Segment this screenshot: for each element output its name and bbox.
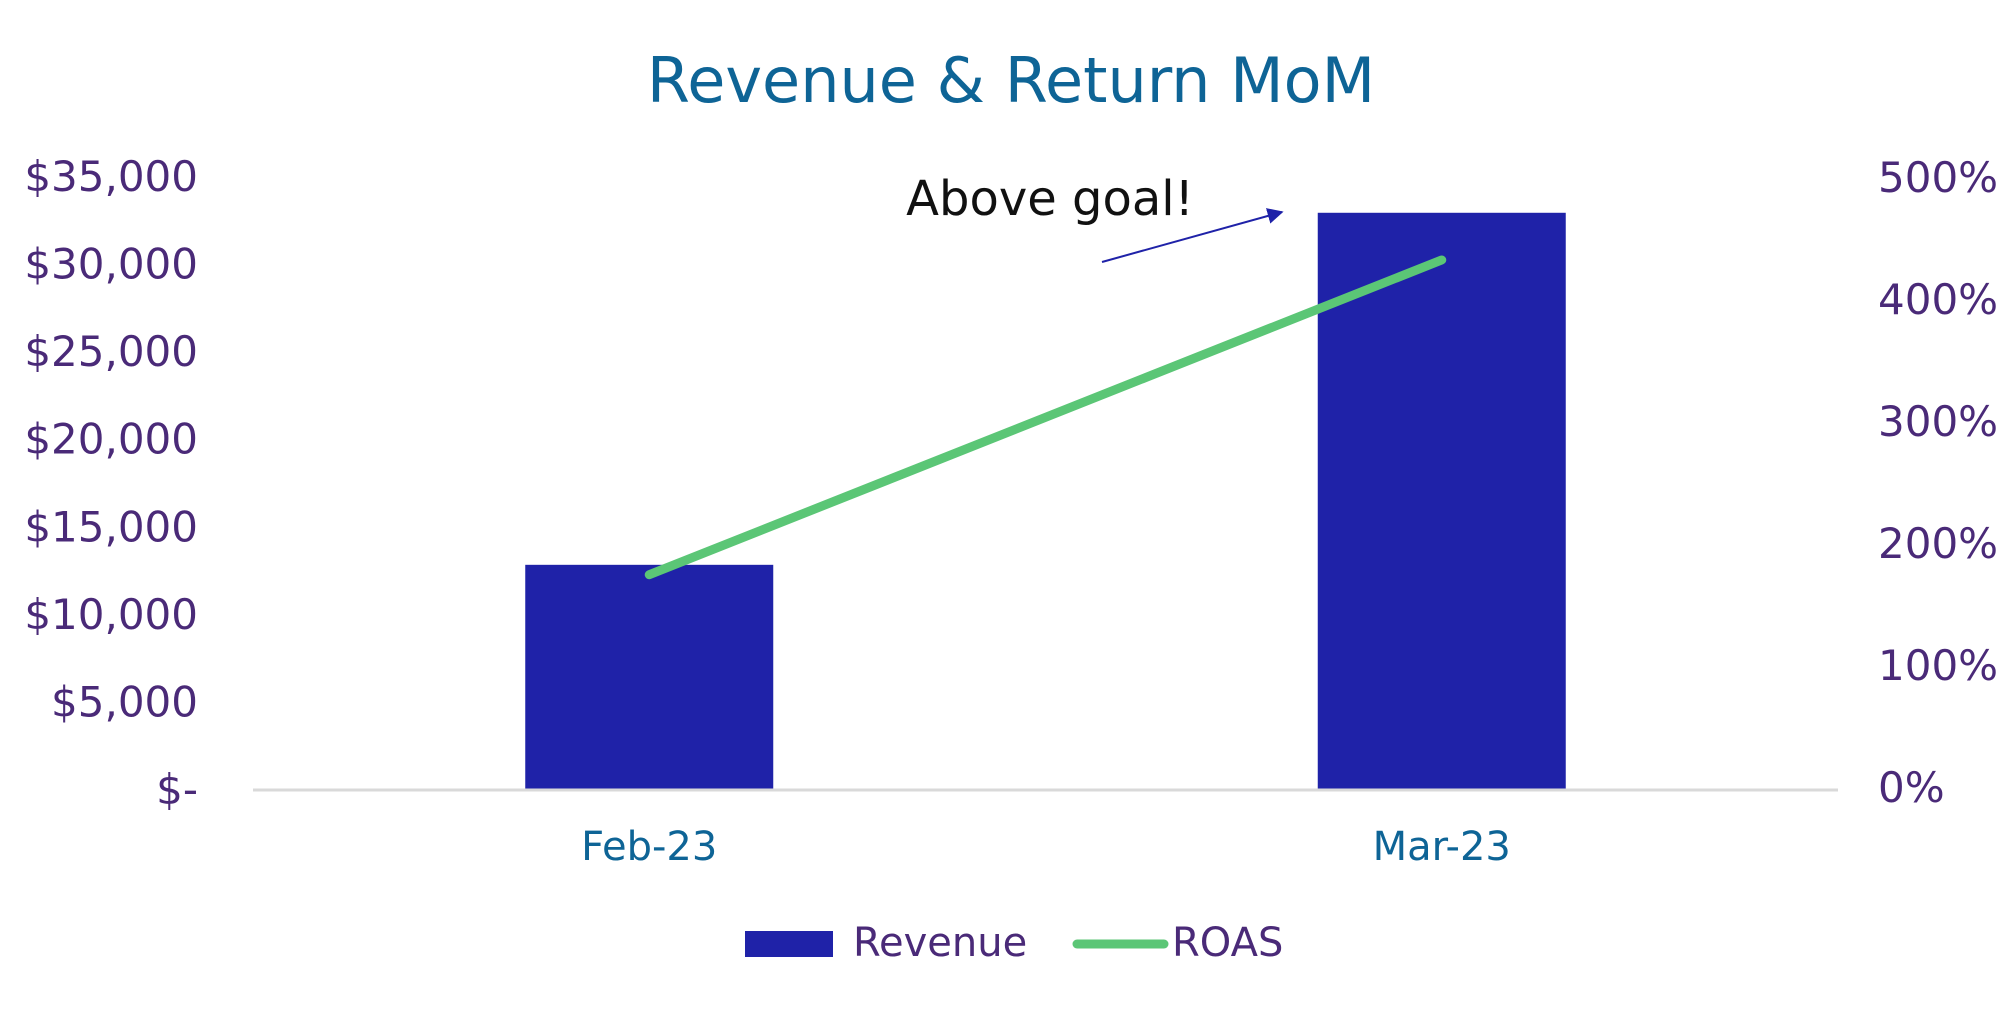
legend-swatch-revenue (745, 931, 833, 957)
right-tick-label: 400% (1878, 275, 1998, 324)
x-tick-label: Mar-23 (1373, 824, 1511, 870)
left-axis-ticks: $- $5,000 $10,000 $15,000 $20,000 $25,000 $30,… (24, 152, 198, 814)
left-tick-label: $30,000 (24, 240, 198, 289)
left-tick-label: $- (156, 765, 198, 814)
right-axis-ticks: 0% 100% 200% 300% 400% 500% (1878, 153, 1998, 812)
left-tick-label: $20,000 (24, 415, 198, 464)
x-tick-label: Feb-23 (581, 824, 717, 870)
right-tick-label: 0% (1878, 763, 1945, 812)
legend-label-revenue: Revenue (853, 920, 1027, 966)
roas-line-group (644, 255, 1447, 580)
left-tick-label: $5,000 (51, 677, 198, 726)
revenue-bars (525, 212, 1566, 789)
left-tick-label: $10,000 (24, 590, 198, 639)
chart-title: Revenue & Return MoM (647, 44, 1375, 117)
annotation: Above goal! (906, 171, 1284, 263)
x-axis-ticks: Feb-23 Mar-23 (581, 824, 1511, 870)
revenue-bar (1317, 212, 1566, 789)
right-tick-label: 200% (1878, 519, 1998, 568)
annotation-arrow (1101, 208, 1284, 263)
annotation-text: Above goal! (906, 171, 1194, 227)
legend-label-roas: ROAS (1172, 920, 1283, 966)
revenue-bar (525, 564, 774, 789)
right-tick-label: 300% (1878, 397, 1998, 446)
left-tick-label: $25,000 (24, 327, 198, 376)
legend: Revenue ROAS (745, 920, 1283, 966)
right-tick-label: 100% (1878, 641, 1998, 690)
right-tick-label: 500% (1878, 153, 1998, 202)
roas-line (644, 255, 1447, 580)
left-tick-label: $35,000 (24, 152, 198, 201)
left-tick-label: $15,000 (24, 502, 198, 551)
